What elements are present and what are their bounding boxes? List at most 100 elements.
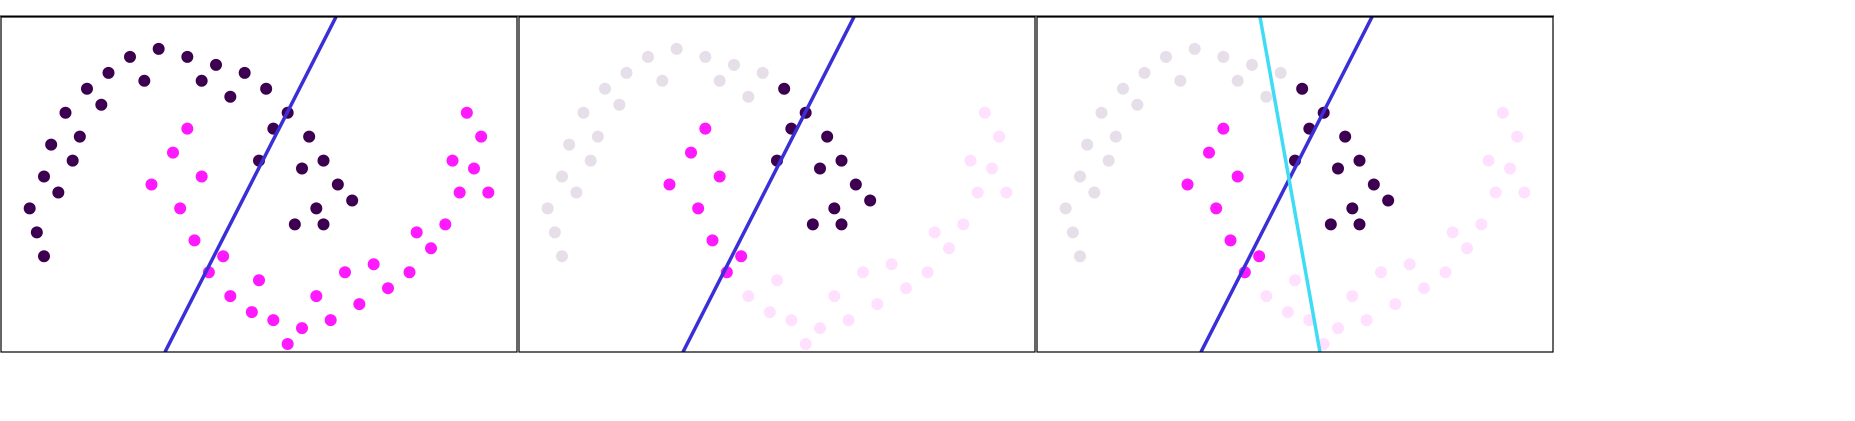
panel-frame xyxy=(0,16,518,353)
point xyxy=(871,298,884,311)
point xyxy=(410,226,423,239)
point xyxy=(317,154,330,167)
point xyxy=(167,146,179,159)
point xyxy=(1446,226,1459,239)
point xyxy=(885,258,898,271)
point xyxy=(1102,154,1115,167)
plot-area xyxy=(1059,17,1531,352)
point xyxy=(978,106,991,119)
point xyxy=(102,66,115,79)
point xyxy=(591,130,604,143)
point xyxy=(1253,250,1266,263)
point xyxy=(1346,202,1359,215)
point xyxy=(425,242,437,255)
point xyxy=(835,154,848,167)
point xyxy=(224,290,237,303)
decision-line xyxy=(1199,17,1374,352)
point xyxy=(1281,306,1294,319)
point xyxy=(1246,58,1258,71)
point xyxy=(1332,162,1344,175)
point xyxy=(1231,74,1244,87)
point xyxy=(993,130,1006,143)
point xyxy=(864,194,877,207)
point xyxy=(1296,82,1309,95)
point xyxy=(59,106,72,119)
point xyxy=(310,202,323,215)
point xyxy=(570,186,583,199)
point xyxy=(303,130,316,143)
point xyxy=(1000,186,1013,199)
point xyxy=(1260,290,1273,303)
point xyxy=(1181,178,1194,191)
point xyxy=(1482,154,1495,167)
point xyxy=(1074,170,1086,183)
point xyxy=(1131,98,1144,111)
point xyxy=(971,186,984,199)
panel xyxy=(1036,16,1554,353)
point xyxy=(188,234,201,247)
point xyxy=(713,74,726,87)
point xyxy=(66,154,79,167)
point xyxy=(446,154,459,167)
point xyxy=(138,74,151,87)
panel xyxy=(518,16,1036,353)
point xyxy=(814,162,826,175)
point xyxy=(900,282,912,295)
point xyxy=(238,66,251,79)
point xyxy=(245,306,258,319)
point xyxy=(663,178,676,191)
point xyxy=(1188,42,1201,55)
point xyxy=(756,66,769,79)
point xyxy=(548,226,561,239)
point xyxy=(1375,266,1387,279)
point xyxy=(556,250,568,263)
plot-area xyxy=(23,17,495,352)
point xyxy=(1382,194,1395,207)
point xyxy=(692,202,705,215)
point xyxy=(1109,130,1122,143)
point xyxy=(1210,202,1223,215)
point xyxy=(964,154,977,167)
point xyxy=(928,226,941,239)
point xyxy=(735,250,748,263)
point xyxy=(1332,322,1344,335)
point xyxy=(1418,282,1430,295)
point xyxy=(317,218,330,231)
point xyxy=(296,162,308,175)
point xyxy=(556,170,568,183)
point xyxy=(181,50,194,63)
point xyxy=(1496,106,1509,119)
point xyxy=(1461,242,1473,255)
decision-line xyxy=(163,17,338,352)
point xyxy=(857,266,869,279)
point xyxy=(1274,66,1287,79)
point xyxy=(30,226,43,239)
point xyxy=(1081,138,1094,151)
point xyxy=(1289,274,1301,287)
point xyxy=(742,90,755,103)
point xyxy=(260,82,273,95)
point xyxy=(267,314,280,327)
point xyxy=(1511,130,1524,143)
point xyxy=(475,130,488,143)
point xyxy=(45,138,58,151)
point xyxy=(706,234,719,247)
point xyxy=(1346,290,1359,303)
point xyxy=(742,290,755,303)
point xyxy=(828,202,841,215)
point xyxy=(599,82,611,95)
point xyxy=(1353,154,1366,167)
point xyxy=(1095,106,1108,119)
point xyxy=(460,106,473,119)
point xyxy=(799,338,812,351)
point xyxy=(728,58,740,71)
point xyxy=(1203,146,1215,159)
point xyxy=(152,42,165,55)
point xyxy=(382,282,394,295)
point xyxy=(699,50,712,63)
point xyxy=(73,130,86,143)
point xyxy=(1117,82,1129,95)
point xyxy=(145,178,158,191)
point xyxy=(1403,258,1416,271)
point xyxy=(1217,122,1230,135)
